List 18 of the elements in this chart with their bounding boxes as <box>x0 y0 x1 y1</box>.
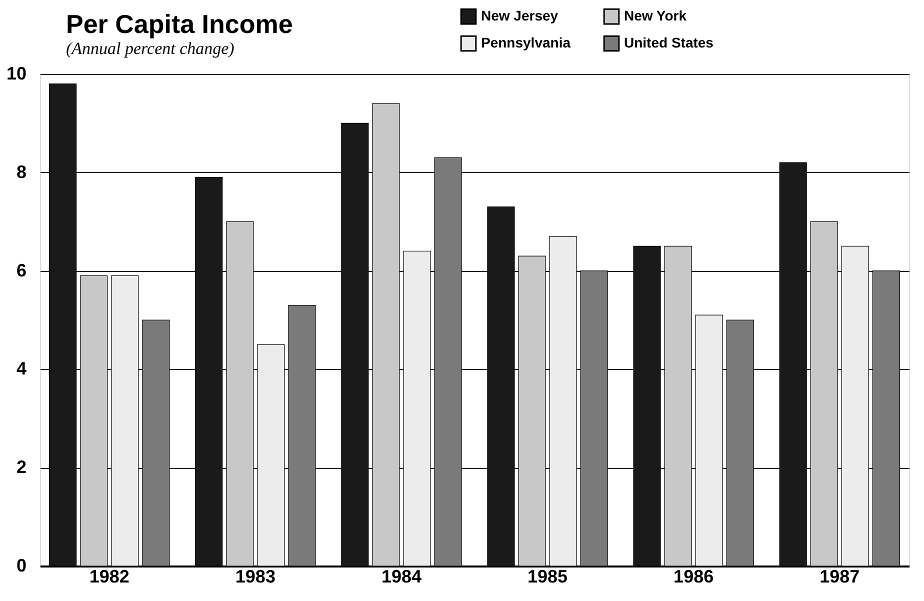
y-tick-label: 2 <box>16 457 26 478</box>
y-tick-label: 0 <box>16 556 26 576</box>
x-tick-label: 1983 <box>235 566 276 586</box>
chart-subtitle: (Annual percent change) <box>66 39 235 58</box>
chart-title: Per Capita Income <box>66 9 293 39</box>
legend-label: Pennsylvania <box>481 34 571 50</box>
x-tick-label: 1984 <box>381 566 422 586</box>
y-tick-label: 4 <box>16 358 26 379</box>
x-tick-label: 1987 <box>820 566 860 586</box>
y-tick-label: 8 <box>16 162 26 182</box>
legend-label: New York <box>624 8 687 24</box>
legend-label: United States <box>624 34 714 50</box>
legend-label: New Jersey <box>481 8 558 24</box>
x-tick-label: 1986 <box>674 566 714 586</box>
y-tick-label: 6 <box>16 260 26 280</box>
x-tick-label: 1982 <box>89 566 130 586</box>
y-tick-label: 10 <box>6 64 26 84</box>
x-tick-label: 1985 <box>528 566 568 586</box>
